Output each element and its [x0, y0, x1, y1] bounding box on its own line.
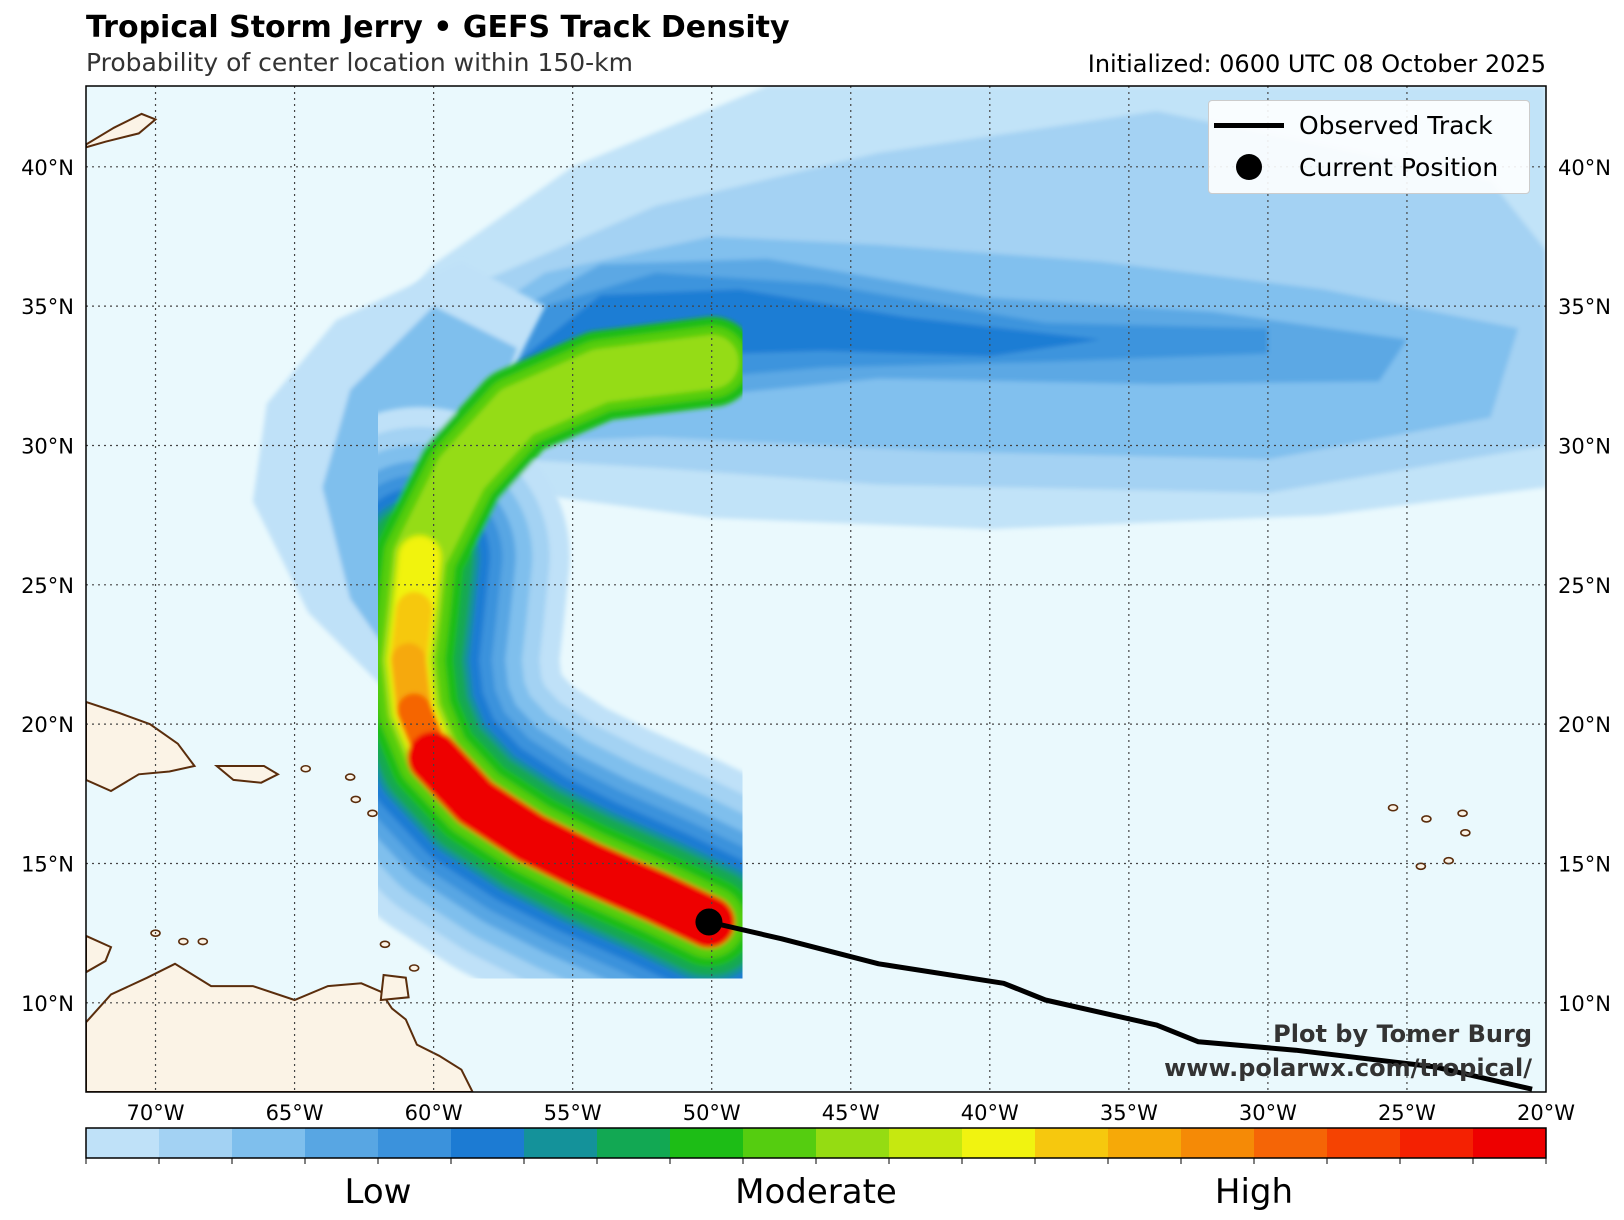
map-content — [86, 86, 1546, 1092]
lon-tick-label: 40°W — [961, 1101, 1019, 1125]
lon-tick-label: 45°W — [822, 1101, 880, 1125]
axis-labels: 70°W 65°W 60°W 55°W 50°W 45°W 40°W 35°W 30°W 25°W… — [21, 156, 1611, 1125]
legend-label-current-position: Current Position — [1299, 152, 1499, 182]
lon-tick-label: 20°W — [1517, 1101, 1575, 1125]
track-line-icon — [1214, 122, 1284, 128]
colorbar-swatch — [1108, 1128, 1182, 1158]
lon-tick-label: 30°W — [1239, 1101, 1297, 1125]
lat-tick-label-right: 10°N — [1558, 992, 1611, 1016]
island-13 — [197, 937, 209, 946]
colorbar — [85, 1127, 1547, 1164]
density-plume — [258, 316, 859, 1072]
lon-tick-label: 35°W — [1100, 1101, 1158, 1125]
colorbar-label-low: Low — [344, 1172, 412, 1212]
colorbar-swatch — [86, 1128, 160, 1158]
colorbar-swatch — [451, 1128, 525, 1158]
trinidad-land — [379, 973, 410, 1002]
lat-tick-label-left: 25°N — [21, 574, 74, 598]
puerto-rico-land — [213, 765, 280, 784]
colorbar-swatch — [524, 1128, 598, 1158]
colorbar-swatch — [1327, 1128, 1401, 1158]
south-america-land — [86, 962, 474, 1092]
legend-item-current-position: Current Position — [1209, 147, 1498, 187]
colorbar-swatch — [816, 1128, 890, 1158]
colorbar-swatch — [1400, 1128, 1474, 1158]
lat-tick-label-right: 15°N — [1558, 852, 1611, 876]
lat-tick-label-right: 40°N — [1558, 156, 1611, 180]
colorbar-swatch — [889, 1128, 963, 1158]
colorbar-swatch — [1035, 1128, 1109, 1158]
hispaniola-land — [86, 700, 197, 793]
colorbar-swatch — [670, 1128, 744, 1158]
lat-tick-label-right: 20°N — [1558, 713, 1611, 737]
guajira-land — [86, 934, 113, 974]
colorbar-swatch — [1254, 1128, 1328, 1158]
colorbar-swatch — [962, 1128, 1036, 1158]
lat-tick-label-left: 30°N — [21, 434, 74, 458]
colorbar-label-moderate: Moderate — [735, 1172, 897, 1212]
colorbar-swatch — [159, 1128, 233, 1158]
lat-tick-label-left: 10°N — [21, 992, 74, 1016]
observed-track-line — [708, 919, 1533, 1092]
colorbar-label-high: High — [1214, 1172, 1294, 1212]
colorbar-swatch — [232, 1128, 306, 1158]
island-20 — [1460, 829, 1471, 837]
island-16 — [1387, 803, 1399, 812]
lat-tick-label-right: 35°N — [1558, 295, 1611, 319]
island-17 — [1421, 815, 1432, 823]
credit-author: Plot by Tomer Burg — [1273, 1020, 1532, 1048]
colorbar-swatch — [1181, 1128, 1255, 1158]
colorbar-swatch — [597, 1128, 671, 1158]
island-6 — [408, 964, 420, 972]
island-19 — [1415, 862, 1427, 871]
map-frame — [85, 85, 1547, 1093]
credit-url: www.polarwx.com/tropical/ — [1164, 1054, 1532, 1082]
lon-tick-label: 60°W — [405, 1101, 463, 1125]
lon-tick-label: 50°W — [683, 1101, 741, 1125]
lat-tick-label-left: 15°N — [21, 852, 74, 876]
initialized-time: Initialized: 0600 UTC 08 October 2025 — [1087, 50, 1546, 78]
legend-label-observed-track: Observed Track — [1299, 110, 1493, 140]
page-title: Tropical Storm Jerry • GEFS Track Densit… — [86, 10, 790, 45]
density-red-core — [407, 731, 735, 948]
lat-tick-label-right: 30°N — [1558, 434, 1611, 458]
colorbar-swatch — [743, 1128, 817, 1158]
legend-item-observed-track: Observed Track — [1209, 105, 1493, 145]
map-legend: Observed Track Current Position — [1208, 100, 1530, 194]
island-18 — [1443, 856, 1454, 865]
lat-tick-label-right: 25°N — [1558, 574, 1611, 598]
colorbar-swatch — [378, 1128, 452, 1158]
lon-tick-label: 65°W — [266, 1101, 324, 1125]
current-position-marker — [695, 908, 723, 936]
page-subtitle: Probability of center location within 15… — [86, 48, 634, 77]
new-england-land — [86, 112, 158, 149]
island-5 — [379, 940, 391, 949]
lon-tick-label: 25°W — [1378, 1101, 1436, 1125]
island-21 — [1457, 809, 1468, 818]
lat-tick-label-left: 40°N — [21, 156, 74, 180]
colorbar-swatch — [1473, 1128, 1547, 1158]
position-dot-icon — [1236, 154, 1262, 180]
colorbar-swatch — [305, 1128, 379, 1158]
lat-tick-label-left: 20°N — [21, 713, 74, 737]
lon-tick-label: 55°W — [544, 1101, 602, 1125]
lon-tick-label: 70°W — [127, 1101, 185, 1125]
island-12 — [178, 937, 189, 946]
lat-tick-label-left: 35°N — [21, 295, 74, 319]
